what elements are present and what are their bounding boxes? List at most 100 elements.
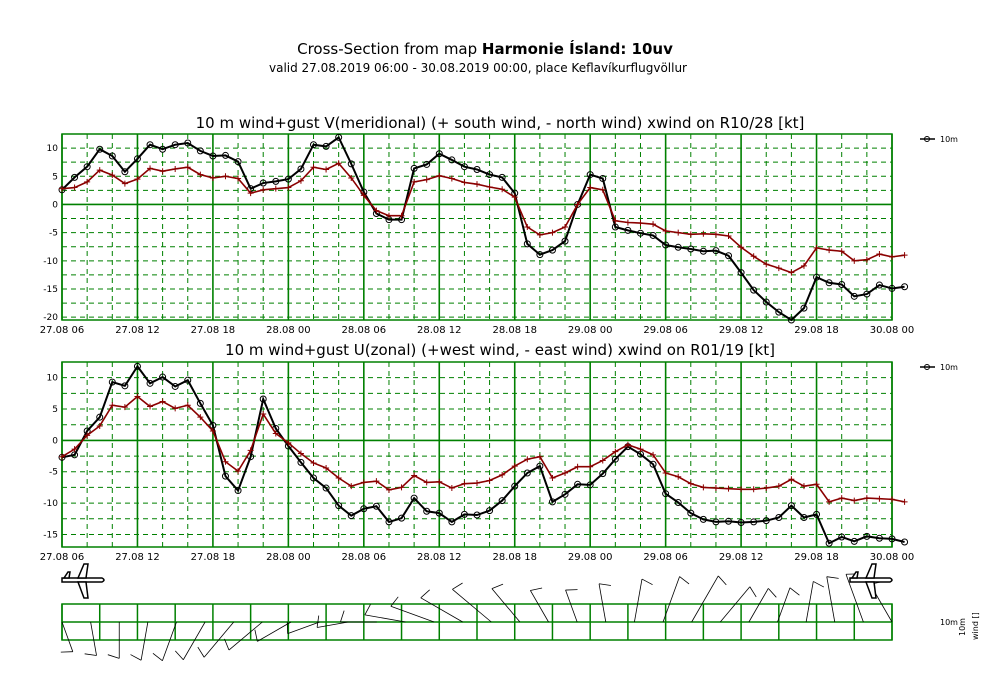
wind-barb-flag [491, 583, 504, 589]
wind-barb [61, 621, 74, 652]
x-tick-label: 27.08 12 [115, 552, 160, 563]
data-point [549, 229, 556, 236]
wind-barb [203, 621, 235, 658]
wind-barb-flag [84, 653, 97, 656]
data-point [674, 498, 682, 506]
data-point [385, 212, 392, 219]
wind-barb [662, 576, 680, 623]
data-point [272, 177, 280, 185]
data-point [435, 509, 443, 517]
data-point [222, 173, 229, 180]
data-point [360, 505, 368, 513]
wind-barb-flag [107, 654, 120, 659]
data-point [348, 483, 355, 490]
data-point [788, 476, 795, 483]
data-point [901, 252, 908, 259]
wind-barb-flag [254, 629, 258, 642]
data-point [699, 515, 707, 523]
data-point [284, 175, 292, 183]
data-point [712, 247, 720, 255]
data-point [348, 174, 355, 181]
wind-barb-flag [224, 638, 230, 651]
data-point [259, 395, 267, 403]
data-point [675, 229, 682, 236]
wind-barb-flag [316, 615, 320, 628]
data-point [738, 486, 745, 493]
wind-barb [364, 614, 406, 623]
data-point [800, 483, 807, 490]
wind-barb-flag [530, 587, 543, 591]
data-point [775, 265, 782, 272]
data-point [889, 253, 895, 260]
data-point [209, 152, 217, 160]
data-point [59, 453, 65, 460]
data-point [800, 514, 808, 522]
data-point [612, 448, 619, 455]
wind-barb-flag [717, 575, 727, 586]
data-point [247, 447, 254, 454]
data-point [121, 382, 129, 390]
data-point [423, 160, 431, 168]
data-point [474, 480, 480, 487]
data-point [725, 252, 733, 260]
data-point [574, 480, 582, 488]
data-point [599, 457, 606, 464]
data-point [285, 184, 292, 191]
data-point [247, 190, 254, 197]
barb-legend-label: 10m [940, 618, 958, 627]
data-point [360, 192, 367, 199]
data-point [335, 160, 342, 167]
data-point [448, 485, 455, 492]
data-point [423, 176, 430, 183]
wind-barb-flag [152, 653, 163, 662]
data-point [712, 231, 719, 238]
data-point [221, 472, 229, 480]
x-tick-label: 28.08 12 [417, 552, 462, 563]
wind-barb-flag [826, 576, 839, 579]
data-point [838, 533, 846, 541]
data-point [863, 532, 871, 540]
data-point [372, 502, 380, 510]
data-point [323, 464, 330, 471]
data-point [737, 519, 745, 527]
data-point [474, 181, 480, 188]
data-point [599, 186, 606, 193]
data-point [423, 479, 430, 486]
y-tick-label: -5 [49, 468, 58, 478]
data-point [687, 245, 695, 253]
data-point [712, 485, 719, 492]
wind-barb [598, 583, 607, 623]
data-point [71, 184, 78, 191]
data-point [649, 460, 657, 468]
chart1-plot: -20 -15 -10 -5 0 5 10 27.08 06 27.08 12 27.08 18 2… [40, 133, 958, 336]
data-point [562, 224, 569, 230]
data-point [84, 178, 91, 185]
wind-barb-flag [749, 586, 757, 598]
data-point [460, 510, 468, 518]
wind-barb [826, 576, 836, 623]
wind-barb [845, 574, 864, 623]
data-point [147, 165, 154, 172]
x-tick-label: 28.08 00 [266, 552, 311, 563]
chart2-plot: -15 -10 -5 0 5 10 27.08 06 27.08 12 27.08 18 28.0… [40, 361, 958, 563]
data-point [410, 164, 418, 172]
data-point [499, 471, 506, 478]
data-point [322, 484, 330, 492]
data-point [259, 179, 267, 187]
data-point [121, 168, 129, 176]
wind-barb [452, 589, 492, 623]
x-tick-label: 27.08 06 [40, 552, 85, 563]
wind-barb [287, 621, 320, 635]
data-point [548, 246, 556, 254]
data-point [498, 497, 506, 505]
y-tick-label: 5 [52, 172, 58, 182]
data-point [398, 484, 405, 491]
x-tick-label: 30.08 00 [870, 325, 915, 336]
data-point [624, 226, 632, 234]
chart1-title: 10 m wind+gust V(meridional) (+ south wi… [196, 114, 805, 132]
data-point [310, 141, 318, 149]
data-point [71, 446, 78, 453]
data-point [147, 403, 154, 410]
data-point [863, 290, 871, 298]
